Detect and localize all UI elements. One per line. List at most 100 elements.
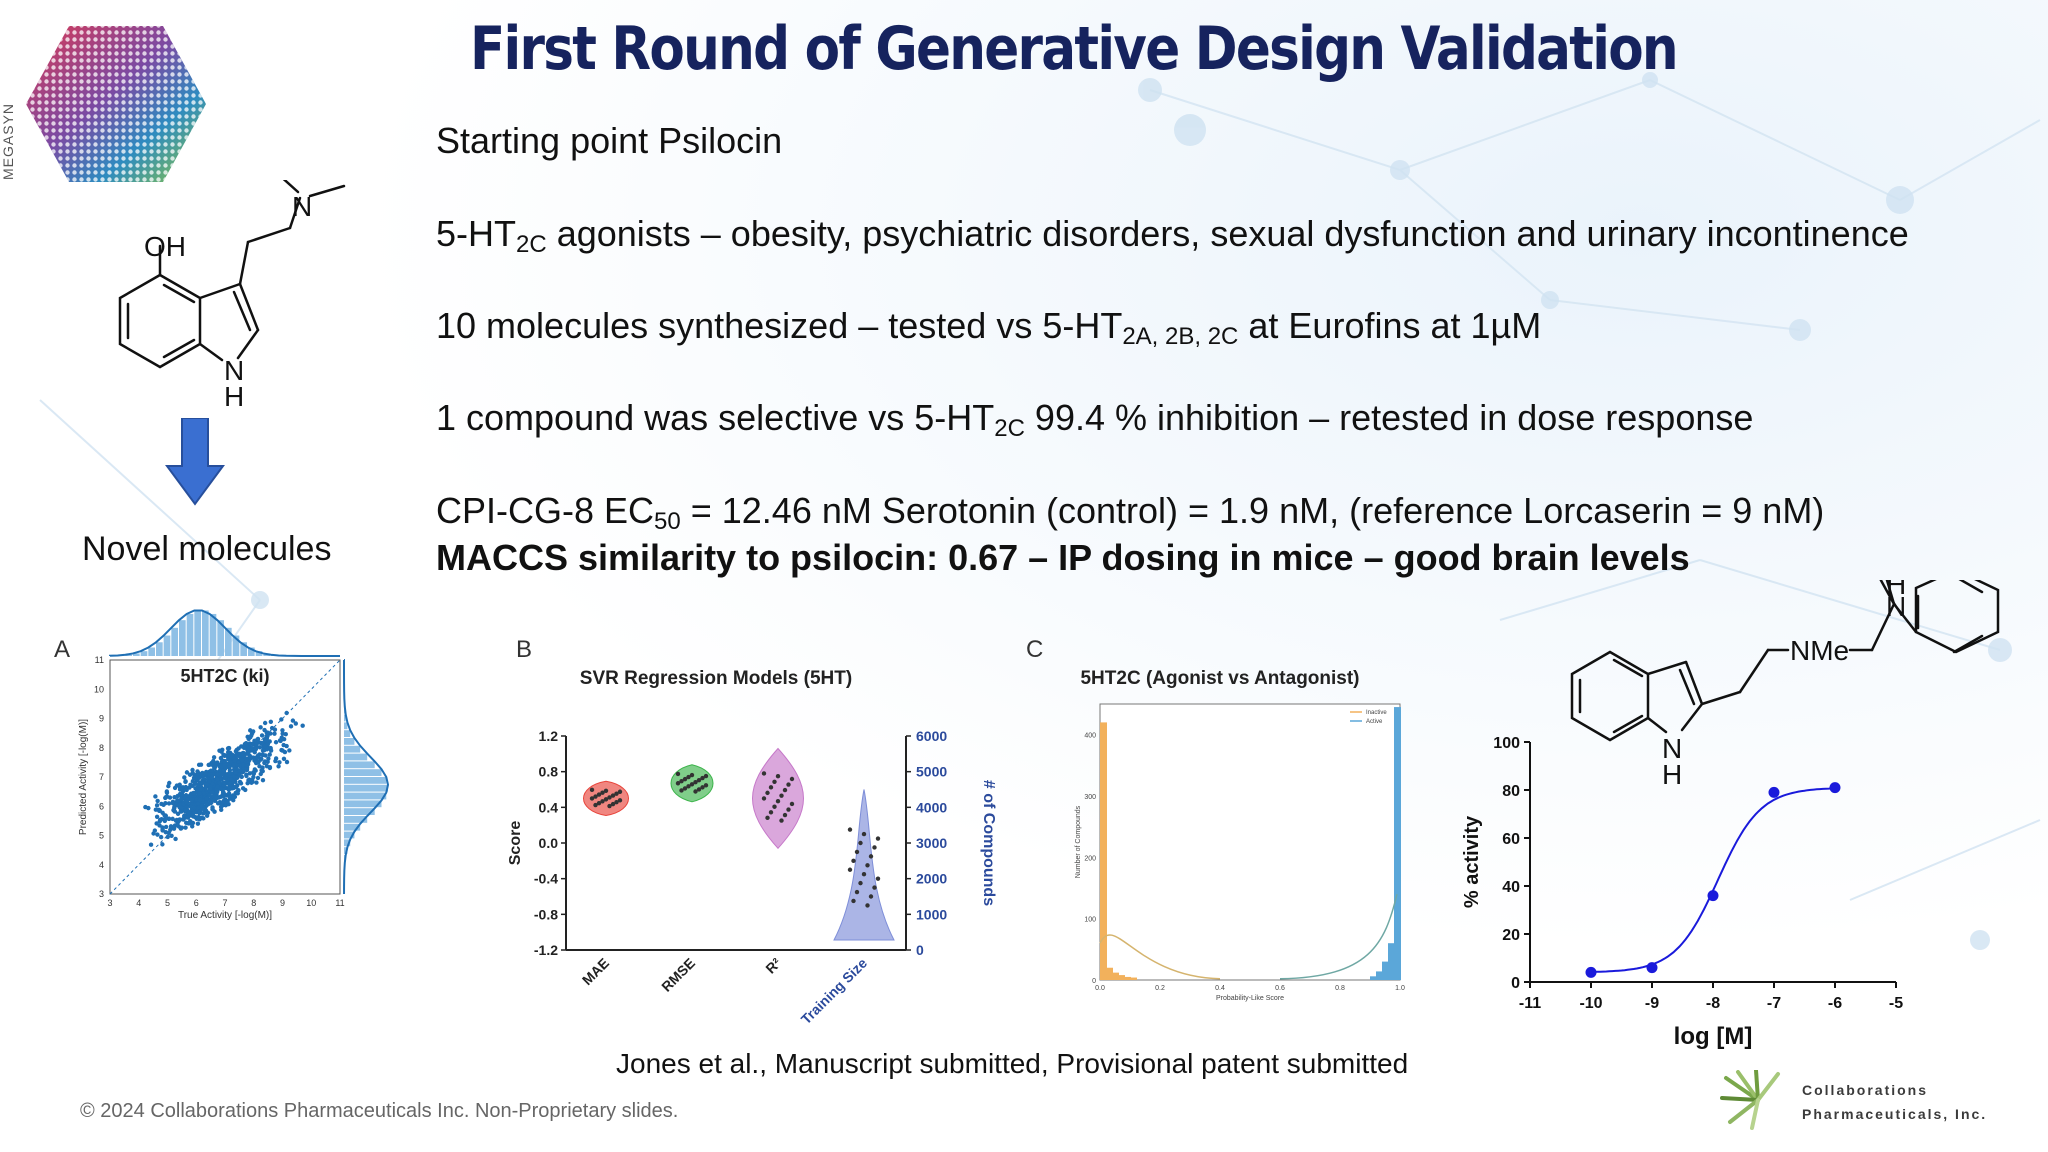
panel-c-inactive-kde: [1099, 934, 1221, 980]
panel-a-xtick: 5: [165, 898, 170, 908]
down-arrow-icon: [165, 418, 225, 506]
panel-b-violin-dot: [772, 804, 777, 809]
panel-a-title: 5HT2C (ki): [180, 666, 269, 686]
bullet-selective: 1 compound was selective vs 5-HT2C 99.4 …: [436, 397, 1754, 442]
panel-a-point: [240, 786, 246, 791]
panel-a-point: [178, 826, 184, 831]
citation: Jones et al., Manuscript submitted, Prov…: [616, 1048, 1409, 1079]
panel-a-right-bin: [344, 738, 355, 745]
panel-a-xtick: 3: [107, 898, 112, 908]
dose-point: [1707, 890, 1719, 902]
panel-a-point: [203, 808, 209, 813]
panel-a-point: [168, 827, 173, 832]
panel-a-point: [215, 784, 220, 790]
panel-b-violin-dot: [682, 786, 688, 791]
panel-a-point: [252, 755, 258, 761]
panel-a-point: [182, 775, 187, 780]
dose-ylabel: % activity: [1461, 815, 1483, 908]
panel-a-point: [183, 808, 188, 813]
panel-a-point: [180, 788, 186, 794]
panel-c-active-bar: [1388, 943, 1395, 980]
panel-a-point: [265, 730, 270, 735]
panel-a-point: [277, 760, 282, 765]
panel-a-point: [227, 781, 233, 786]
panel-a-point: [204, 813, 210, 818]
panel-a-ytick: 4: [99, 860, 104, 870]
panel-b-violin-dot: [700, 785, 705, 790]
panel-a-right-bin: [344, 800, 382, 808]
panel-b-ytick: 0.8: [539, 764, 559, 780]
panel-a-point: [280, 728, 285, 733]
panel-b-violin-dot: [865, 903, 870, 908]
panel-c-active-bar: [1394, 707, 1401, 980]
panel-a-point: [198, 787, 203, 792]
psilocin-structure: OH N N H: [118, 180, 346, 412]
panel-b-ytick: 1.2: [539, 728, 559, 744]
panel-a-top-bin: [140, 651, 148, 656]
panel-b-violin-dot: [593, 802, 598, 808]
panel-a-top-bin: [148, 647, 155, 656]
dose-point: [1646, 962, 1658, 974]
panel-a-point: [284, 759, 290, 765]
panel-b-ytick: 0.0: [539, 835, 559, 851]
panel-a-point: [151, 831, 156, 836]
panel-a-point: [208, 801, 213, 806]
panel-a-point: [160, 842, 165, 847]
panel-b-violin-dot: [596, 792, 602, 797]
panel-a-xtick: 8: [251, 898, 256, 908]
panel-a-point: [208, 768, 214, 773]
panel-b-violin-dot: [786, 807, 791, 812]
panel-b-violin-dot: [603, 788, 609, 794]
panel-a-point: [225, 799, 230, 804]
panel-a-point: [211, 793, 216, 799]
panel-a-top-bin: [209, 613, 217, 656]
panel-c-inactive-bar: [1106, 967, 1113, 980]
panel-a-point: [215, 777, 220, 782]
panel-a-point: [280, 731, 285, 736]
panel-b-violin-dot: [847, 867, 853, 872]
panel-a-point: [267, 752, 272, 757]
panel-a-point: [241, 753, 246, 759]
panel-a-right-bin: [344, 823, 361, 831]
panel-a-top-bin: [179, 620, 186, 656]
company-line-1: Collaborations: [1802, 1082, 1929, 1098]
dose-ytick: 100: [1493, 735, 1520, 752]
panel-a-point: [166, 816, 172, 821]
panel-b-y2tick: 0: [916, 942, 924, 958]
bullet-starting-point: Starting point Psilocin: [436, 120, 783, 161]
panel-b-violin-dot: [696, 787, 702, 792]
panel-a-point: [174, 783, 180, 788]
panel-b-violin-dot: [851, 898, 856, 904]
panel-a-right-bin: [344, 761, 375, 769]
panel-b-violin-dot: [789, 776, 795, 782]
panel-a-point: [183, 793, 189, 798]
panel-a-right-bin: [344, 808, 375, 815]
panel-a-point: [252, 750, 257, 755]
panel-a-ytick: 6: [99, 801, 104, 811]
panel-a-point: [197, 797, 203, 803]
panel-a-top-bin: [232, 635, 240, 656]
panel-a-point: [230, 793, 236, 798]
cpi-cg-8-structure: N H NMe H N: [1570, 580, 2000, 790]
panel-b-violin-dot: [607, 803, 612, 809]
panel-a-point: [300, 723, 305, 728]
dose-xtick: -5: [1889, 995, 1903, 1012]
panel-b-violin-0: [583, 780, 629, 817]
panel-a-point: [237, 768, 243, 773]
panel-b-xtick: Training Size: [798, 955, 871, 1028]
panel-b-violin-dot: [679, 778, 684, 784]
panel-a-point: [264, 763, 270, 769]
panel-a-ytick: 7: [99, 772, 104, 782]
panel-a-xtick: 4: [136, 898, 141, 908]
atom-oh: OH: [144, 231, 186, 262]
panel-b-violin-dot: [865, 863, 870, 868]
panel-a-letter: A: [54, 636, 71, 663]
panel-a-point: [243, 756, 249, 762]
panel-a-point: [262, 760, 267, 766]
panel-a-point: [184, 820, 189, 826]
panel-a-point: [225, 749, 231, 755]
panel-b-violin-dot: [772, 779, 777, 784]
panel-b-violin-dot: [861, 831, 867, 837]
panel-b-violin-dot: [600, 799, 605, 804]
panel-a-point: [273, 740, 279, 745]
